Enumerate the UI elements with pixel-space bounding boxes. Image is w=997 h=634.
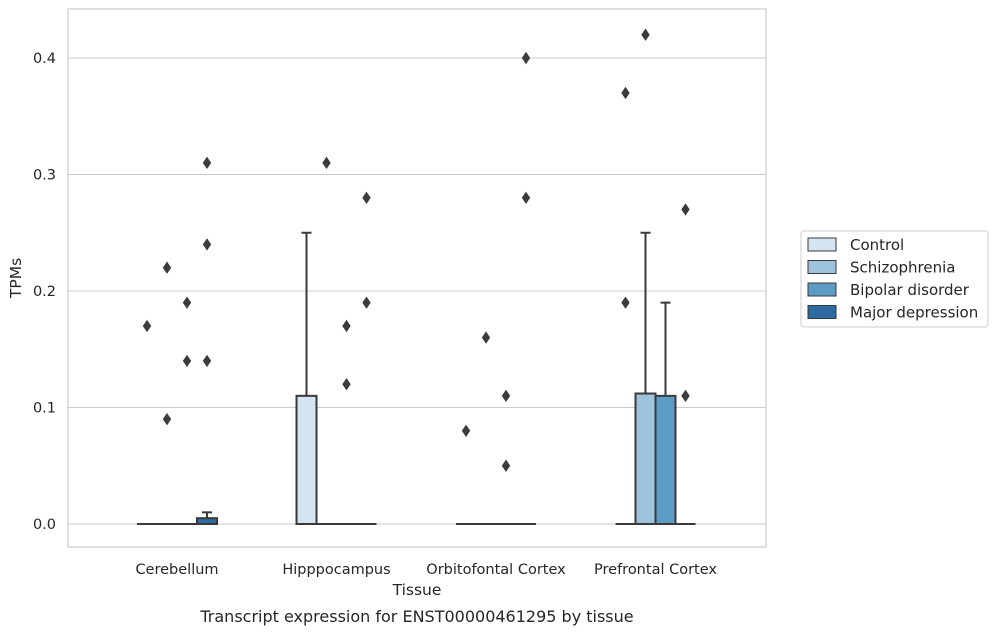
outlier-point	[342, 378, 351, 391]
outlier-point	[202, 238, 212, 251]
box-bipolar-disorder	[654, 301, 677, 525]
box-body	[295, 394, 318, 525]
legend-label: Major depression	[850, 304, 978, 322]
outlier-point	[521, 51, 531, 65]
outlier-point	[681, 389, 690, 403]
outlier-point	[202, 156, 212, 170]
legend-swatch	[807, 305, 837, 319]
box-body	[654, 394, 677, 525]
y-tick-label: 0.0	[33, 517, 56, 533]
outlier-point	[641, 28, 650, 41]
outlier-point	[681, 203, 690, 216]
y-tick-label: 0.3	[33, 168, 56, 184]
legend: Control Schizophrenia Bipolar disorder Majo…	[800, 230, 989, 328]
y-axis-ticks: 0.0 0.1 0.2 0.3 0.4	[33, 51, 56, 533]
outlier-point	[501, 389, 511, 403]
outlier-point	[362, 191, 371, 204]
outlier-point	[621, 296, 630, 309]
outlier-point	[162, 412, 172, 426]
legend-item: Schizophrenia	[807, 259, 955, 277]
legend-frame	[800, 230, 989, 328]
x-axis-label: Tissue	[392, 581, 442, 599]
outlier-point	[501, 459, 511, 472]
legend-item: Bipolar disorder	[807, 281, 970, 299]
outlier-point	[182, 296, 192, 309]
legend-label: Control	[850, 236, 904, 254]
outlier-point	[182, 354, 192, 368]
box-schizophrenia	[634, 231, 657, 525]
legend-swatch	[807, 237, 837, 252]
x-tick-label: Prefrontal Cortex	[594, 562, 717, 578]
outlier-point	[322, 156, 331, 170]
x-axis-ticks: Cerebellum Hipppocampus Orbitofontal Corte…	[135, 562, 717, 578]
legend-label: Schizophrenia	[850, 259, 955, 277]
legend-item: Major depression	[807, 304, 978, 322]
outlier-point	[362, 296, 371, 309]
legend-label: Bipolar disorder	[850, 281, 970, 299]
outlier-point	[481, 331, 491, 344]
plot-frame	[67, 8, 767, 548]
outlier-point	[142, 319, 152, 333]
outlier-point	[162, 261, 172, 274]
y-tick-label: 0.4	[33, 51, 56, 67]
legend-item: Control	[807, 236, 904, 254]
outlier-points	[142, 28, 690, 472]
legend-swatch	[807, 282, 837, 297]
box-body	[634, 392, 657, 525]
outlier-point	[521, 191, 531, 204]
x-tick-label: Cerebellum	[135, 562, 218, 578]
chart-caption: Transcript expression for ENST0000046129…	[199, 607, 633, 626]
outlier-point	[202, 354, 212, 368]
y-tick-label: 0.2	[33, 284, 56, 300]
legend-swatch	[807, 260, 837, 274]
x-tick-label: Hipppocampus	[282, 562, 390, 578]
outlier-point	[342, 319, 351, 333]
box-control	[295, 231, 318, 525]
box-major-depression	[196, 511, 218, 525]
outlier-point	[621, 86, 630, 100]
y-tick-label: 0.1	[33, 401, 56, 417]
box-plot-series	[137, 231, 696, 525]
y-axis-label: TPMs	[7, 258, 25, 299]
x-tick-label: Orbitofontal Cortex	[426, 562, 566, 578]
outlier-point	[461, 424, 471, 437]
